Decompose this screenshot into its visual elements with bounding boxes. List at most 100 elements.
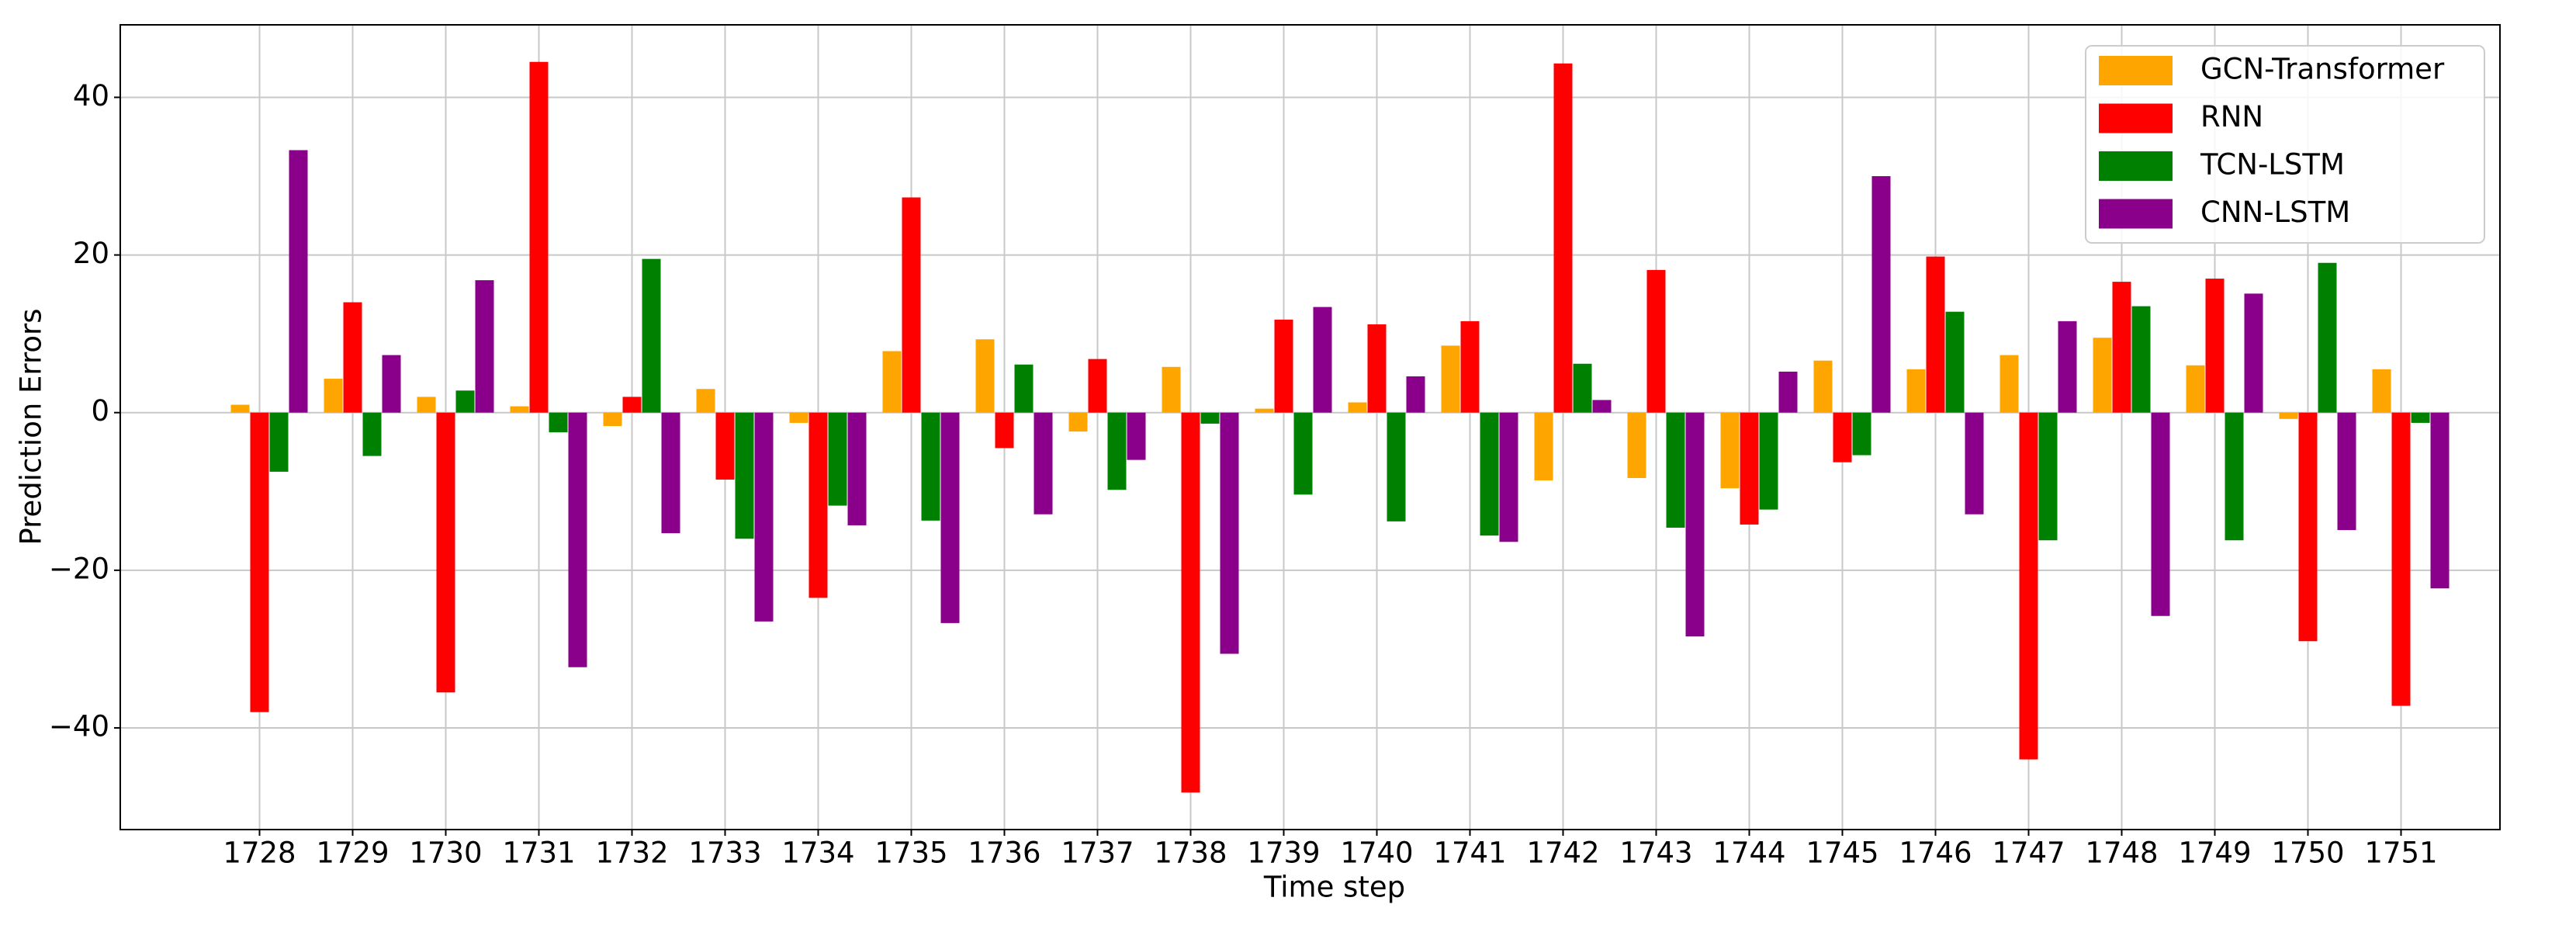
legend-swatch (2099, 56, 2173, 85)
bar (940, 412, 960, 623)
bar (1034, 412, 1053, 515)
bar (2244, 293, 2263, 413)
bar (715, 412, 735, 480)
bar (1833, 412, 1852, 463)
bar (1387, 412, 1406, 521)
x-tick-label: 1732 (595, 837, 668, 870)
bar (1162, 366, 1181, 413)
bar (1068, 412, 1088, 432)
x-tick-label: 1746 (1899, 837, 1972, 870)
bar (2058, 320, 2077, 413)
legend-label: TCN-LSTM (2200, 148, 2345, 182)
x-tick-label: 1742 (1526, 837, 1599, 870)
bar (1926, 256, 1945, 413)
bar (1220, 412, 1239, 654)
bar (2131, 306, 2151, 413)
x-tick-label: 1730 (409, 837, 482, 870)
x-tick-label: 1751 (2364, 837, 2437, 870)
bars (230, 61, 2450, 793)
bar (1740, 412, 1759, 525)
bar (269, 412, 289, 472)
bar (1813, 360, 1833, 413)
legend-swatch (2099, 151, 2173, 181)
bar (455, 390, 475, 413)
bar (1871, 176, 1891, 413)
bar (2430, 412, 2450, 589)
bar (1255, 408, 1274, 413)
bar (2151, 412, 2170, 616)
bar (808, 412, 828, 598)
legend-label: RNN (2200, 100, 2263, 133)
x-axis-label: Time step (1263, 871, 1405, 904)
bar (289, 150, 308, 413)
bar (1685, 412, 1705, 637)
bar (2093, 338, 2112, 413)
bar (362, 412, 382, 456)
bar (882, 351, 902, 413)
y-tick-label: 0 (91, 394, 109, 428)
bar (2318, 262, 2337, 413)
x-tick-label: 1740 (1340, 837, 1413, 870)
legend-label: GCN-Transformer (2200, 53, 2445, 86)
bar (382, 355, 401, 413)
bar (1720, 412, 1740, 489)
bar (1627, 412, 1646, 479)
bar (510, 406, 529, 413)
bar (1778, 371, 1798, 413)
plot-frame (119, 24, 2501, 830)
bar (2038, 412, 2058, 541)
bar (2019, 412, 2038, 760)
bar (828, 412, 847, 506)
x-tick-label: 1748 (2085, 837, 2158, 870)
bar (1441, 345, 1460, 413)
x-tick-label: 1747 (1992, 837, 2065, 870)
bar (2279, 412, 2298, 419)
y-tick-label: −40 (49, 709, 109, 743)
bar (754, 412, 774, 622)
x-tick-label: 1736 (968, 837, 1040, 870)
bar (2337, 412, 2356, 531)
bar (789, 412, 808, 423)
bar (2112, 282, 2131, 413)
bar (1014, 364, 1034, 413)
bar (1945, 311, 1965, 413)
bar (1107, 412, 1127, 490)
bar (1367, 324, 1387, 413)
bar (1573, 363, 1592, 413)
bar (2372, 369, 2391, 413)
bar (603, 412, 622, 426)
bar (1480, 412, 1499, 536)
x-tick-label: 1738 (1154, 837, 1227, 870)
x-tick-label: 1739 (1247, 837, 1320, 870)
bar (696, 389, 715, 413)
bar (1906, 369, 1926, 413)
x-tick-label: 1734 (781, 837, 854, 870)
bar (661, 412, 680, 534)
legend-swatch (2099, 199, 2173, 229)
bar (2298, 412, 2318, 642)
bar (1406, 376, 1425, 413)
bar (1313, 307, 1332, 413)
y-axis-label: Prediction Errors (15, 308, 48, 545)
legend-swatch (2099, 103, 2173, 133)
x-tick-label: 1749 (2178, 837, 2251, 870)
bar (1666, 412, 1685, 528)
x-tick-label: 1743 (1619, 837, 1692, 870)
bar (1348, 402, 1367, 413)
bar (1274, 319, 1293, 413)
x-tick-label: 1741 (1433, 837, 1506, 870)
x-tick-label: 1729 (316, 837, 389, 870)
bar (1181, 412, 1200, 793)
bar (2391, 412, 2411, 706)
legend-box (2085, 45, 2485, 244)
bar (436, 412, 455, 693)
y-tick-label: −20 (49, 552, 109, 585)
bar (1534, 412, 1553, 481)
x-tick-label: 1728 (223, 837, 296, 870)
x-tick-label: 1735 (874, 837, 947, 870)
bar (2411, 412, 2430, 423)
x-tick-label: 1733 (688, 837, 761, 870)
bar (642, 258, 661, 413)
